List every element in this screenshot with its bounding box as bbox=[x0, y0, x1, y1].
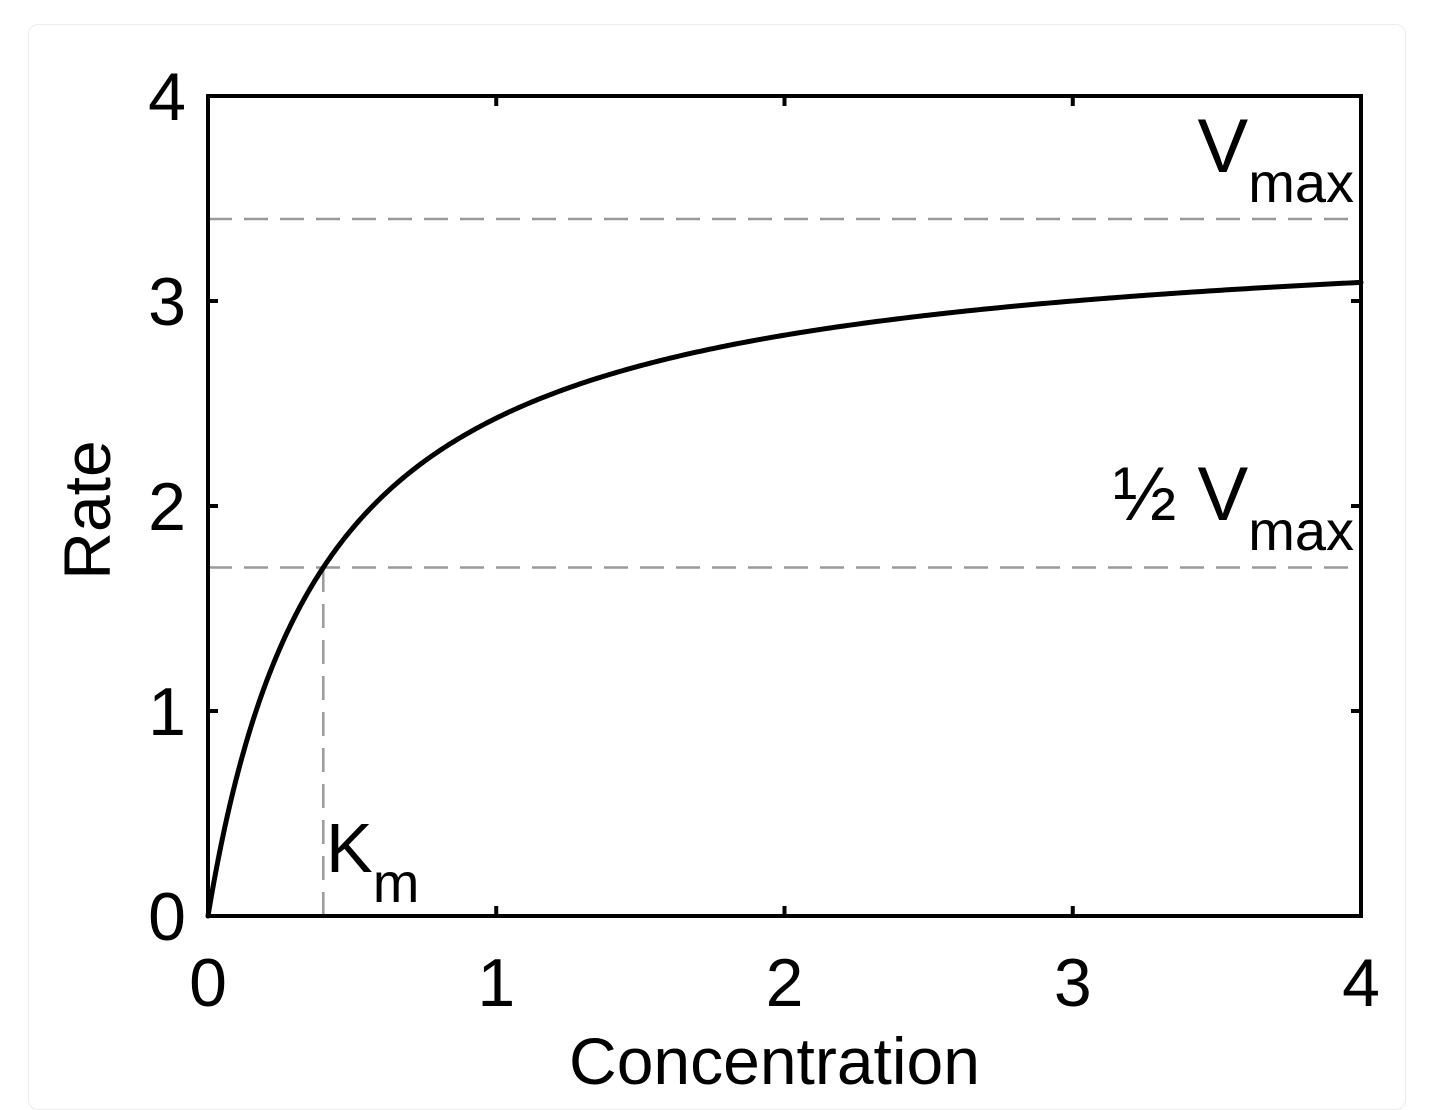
reference-lines bbox=[208, 217, 1361, 916]
y-tick-label: 4 bbox=[148, 59, 186, 135]
x-tick-label: 0 bbox=[189, 945, 227, 1021]
x-axis-label: Concentration bbox=[569, 1024, 980, 1098]
vmax-label: Vmax bbox=[1198, 104, 1355, 214]
x-tick-label: 2 bbox=[766, 945, 804, 1021]
y-tick-label: 2 bbox=[148, 469, 186, 545]
km-label: Km bbox=[326, 809, 419, 914]
y-tick-label: 3 bbox=[148, 264, 186, 340]
curve-layer bbox=[205, 279, 1364, 919]
y-tick-label: 0 bbox=[148, 879, 186, 955]
axes-layer bbox=[206, 94, 1363, 918]
x-tick-label: 1 bbox=[477, 945, 515, 1021]
x-tick-label: 4 bbox=[1342, 945, 1380, 1021]
y-axis-label: Rate bbox=[50, 440, 124, 579]
x-tick-label: 3 bbox=[1054, 945, 1092, 1021]
rate-curve bbox=[205, 279, 1364, 919]
labels-layer: 0 1 2 3 4 0 1 2 3 4 Concentration Rate Vmax ½ Vmax Km bbox=[50, 59, 1380, 1098]
half-vmax-label: ½ Vmax bbox=[1113, 452, 1354, 562]
y-tick-label: 1 bbox=[148, 674, 186, 750]
